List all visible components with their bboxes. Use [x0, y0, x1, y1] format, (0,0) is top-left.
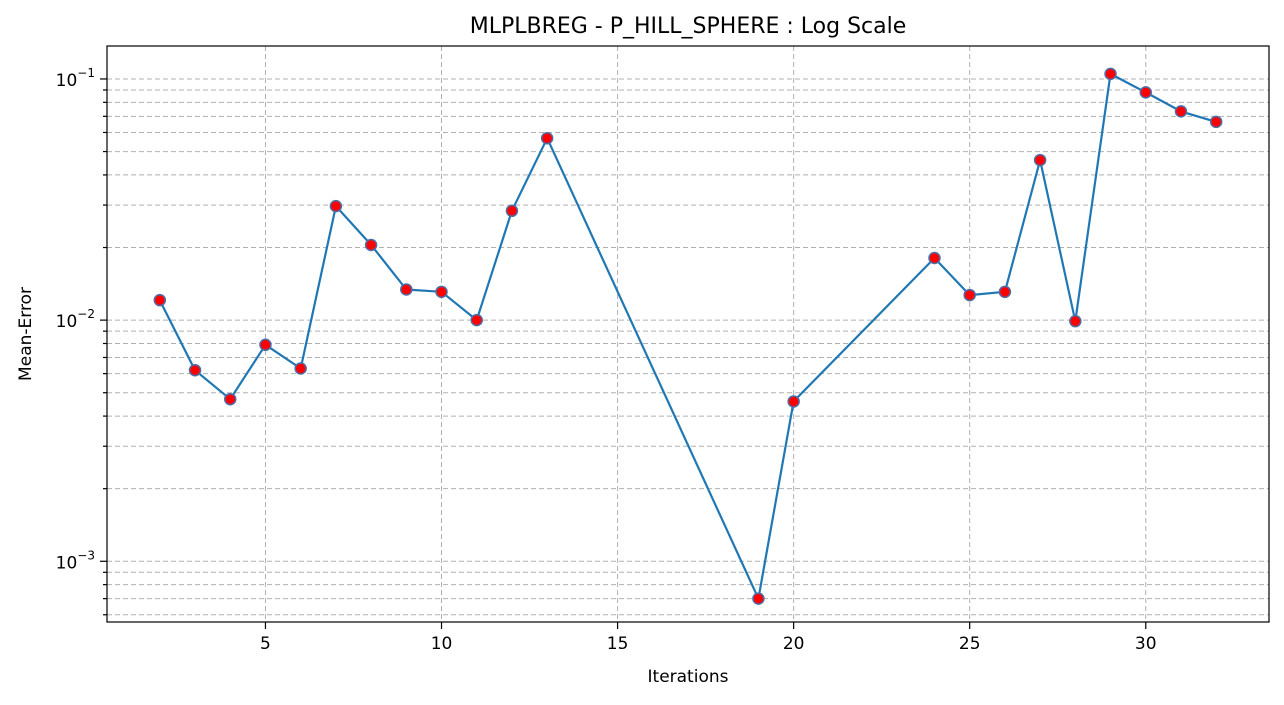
x-tick-label: 15: [607, 634, 629, 654]
data-point: [928, 251, 941, 265]
x-tick-label: 5: [260, 634, 271, 654]
x-tick-label: 25: [959, 634, 981, 654]
data-point: [188, 363, 202, 377]
data-point: [294, 362, 307, 375]
data-point: [1209, 115, 1223, 129]
y-tick-label: 10−2: [56, 307, 95, 332]
x-tick-label: 20: [783, 634, 805, 654]
axes-frame: [106, 45, 1270, 623]
data-point: [787, 395, 800, 408]
data-point: [259, 338, 272, 352]
data-point: [963, 288, 976, 302]
data-point: [1104, 67, 1117, 81]
x-tick-label: 30: [1135, 634, 1157, 654]
data-point: [435, 285, 448, 299]
y-tick-label: 10−3: [56, 548, 95, 573]
data-point: [1069, 314, 1082, 328]
data-point: [505, 204, 519, 218]
series-layer: [153, 67, 1223, 605]
data-point: [470, 313, 483, 327]
chart-title: MLPLBREG - P_HILL_SPHERE : Log Scale: [470, 14, 907, 39]
data-point: [998, 285, 1012, 299]
data-point: [400, 283, 413, 296]
y-tick-label: 10−1: [56, 66, 95, 91]
data-point: [1139, 86, 1153, 99]
data-point: [153, 293, 167, 307]
data-point: [1033, 153, 1047, 167]
data-point: [540, 131, 554, 145]
data-point: [364, 238, 378, 252]
x-axis-label: Iterations: [648, 667, 729, 687]
x-tick-label: 10: [431, 634, 453, 654]
data-point: [752, 592, 765, 605]
y-axis-label: Mean-Error: [16, 287, 36, 381]
data-point: [329, 199, 343, 213]
axis-ticks: 5 10 15 20 25 30 10−3 10−2 10−1: [56, 66, 1157, 654]
data-point: [223, 392, 237, 406]
data-point: [1174, 105, 1188, 118]
